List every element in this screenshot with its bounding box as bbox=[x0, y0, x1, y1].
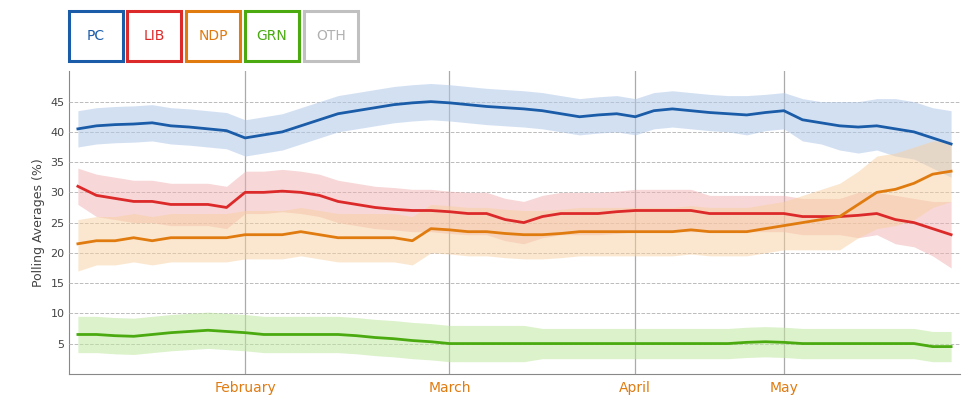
Text: GRN: GRN bbox=[257, 29, 287, 43]
Y-axis label: Polling Averages (%): Polling Averages (%) bbox=[31, 158, 45, 287]
Text: LIB: LIB bbox=[144, 29, 165, 43]
Text: NDP: NDP bbox=[198, 29, 228, 43]
Text: PC: PC bbox=[86, 29, 105, 43]
Text: OTH: OTH bbox=[316, 29, 346, 43]
